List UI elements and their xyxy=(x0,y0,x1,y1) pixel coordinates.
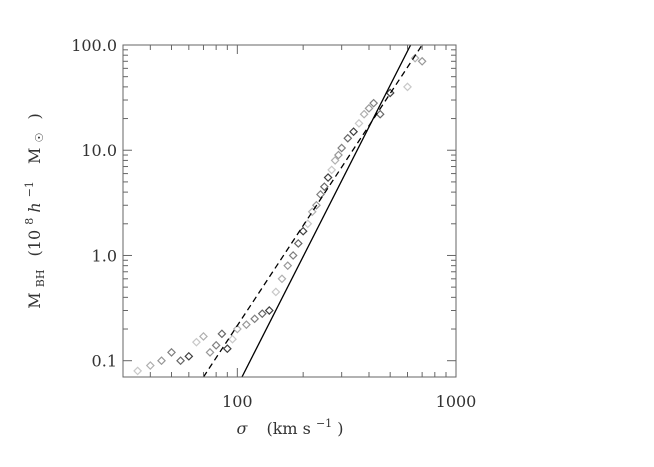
data-point xyxy=(241,320,251,330)
y-axis-sub: BH xyxy=(34,270,47,288)
axis-ticks: 100 1000 0.1 1.0 10.0 100.0 xyxy=(71,36,476,411)
data-point xyxy=(319,182,329,192)
data-point xyxy=(311,200,321,210)
data-point xyxy=(327,165,337,175)
data-point xyxy=(298,226,308,236)
y-tick-label: 100.0 xyxy=(71,36,117,55)
data-point xyxy=(277,274,287,284)
y-axis-exp-h: −1 xyxy=(23,181,36,197)
data-point xyxy=(145,361,155,370)
data-point xyxy=(354,118,364,128)
data-point xyxy=(385,88,395,98)
data-point xyxy=(199,331,208,341)
data-point xyxy=(359,109,369,119)
y-axis-open: (10 xyxy=(25,230,44,257)
data-point xyxy=(228,334,237,344)
fit-lines xyxy=(202,45,423,377)
y-axis-exp8: 8 xyxy=(23,218,36,225)
y-axis-sun: ☉ xyxy=(33,133,46,143)
y-axis-close: ) xyxy=(25,113,44,119)
x-tick-label: 100 xyxy=(222,392,253,411)
data-point xyxy=(316,190,325,199)
data-point xyxy=(271,287,281,297)
x-axis-unit: (km s xyxy=(266,419,310,438)
data-point xyxy=(222,344,232,354)
solid-fit-line xyxy=(241,45,412,377)
data-point xyxy=(307,207,317,217)
data-point xyxy=(264,306,274,315)
data-point xyxy=(250,314,260,324)
data-point xyxy=(205,347,215,357)
data-point xyxy=(157,356,166,366)
data-point xyxy=(288,251,298,260)
data-point xyxy=(184,351,194,361)
y-tick-label: 1.0 xyxy=(92,246,117,265)
dashed-fit-line xyxy=(202,45,423,377)
x-axis-close: ) xyxy=(337,419,343,438)
x-tick-label: 1000 xyxy=(436,392,477,411)
data-point xyxy=(333,150,343,160)
data-point xyxy=(176,356,186,366)
x-axis-label: σ (km s −1 ) xyxy=(236,412,343,438)
data-point xyxy=(330,155,340,165)
y-tick-label: 10.0 xyxy=(81,141,117,160)
data-point xyxy=(133,366,143,376)
y-axis-label: M BH (10 8 h −1 M ☉ ) xyxy=(18,113,48,308)
data-point xyxy=(217,329,227,339)
x-axis-exp: −1 xyxy=(316,417,332,430)
y-axis-symbol: M xyxy=(25,292,44,308)
data-point xyxy=(337,143,347,153)
data-point xyxy=(375,109,385,119)
data-point xyxy=(232,324,242,334)
y-axis-h: h xyxy=(25,202,44,212)
scatter-points xyxy=(133,53,427,376)
data-point xyxy=(211,340,221,350)
data-point xyxy=(410,53,420,63)
data-point xyxy=(369,98,379,108)
data-point xyxy=(343,133,353,143)
data-point xyxy=(403,82,412,92)
data-point xyxy=(293,239,303,248)
y-axis-msun: M xyxy=(25,148,44,164)
x-axis-symbol: σ xyxy=(236,419,248,438)
data-point xyxy=(191,337,201,347)
data-point xyxy=(257,309,267,319)
data-point xyxy=(364,103,374,113)
plot-frame xyxy=(122,44,457,378)
data-point xyxy=(349,127,358,137)
data-point xyxy=(417,56,427,66)
data-point xyxy=(323,173,333,183)
data-point xyxy=(303,219,313,229)
data-point xyxy=(167,347,176,357)
y-tick-label: 0.1 xyxy=(92,352,117,371)
data-point xyxy=(283,261,293,271)
